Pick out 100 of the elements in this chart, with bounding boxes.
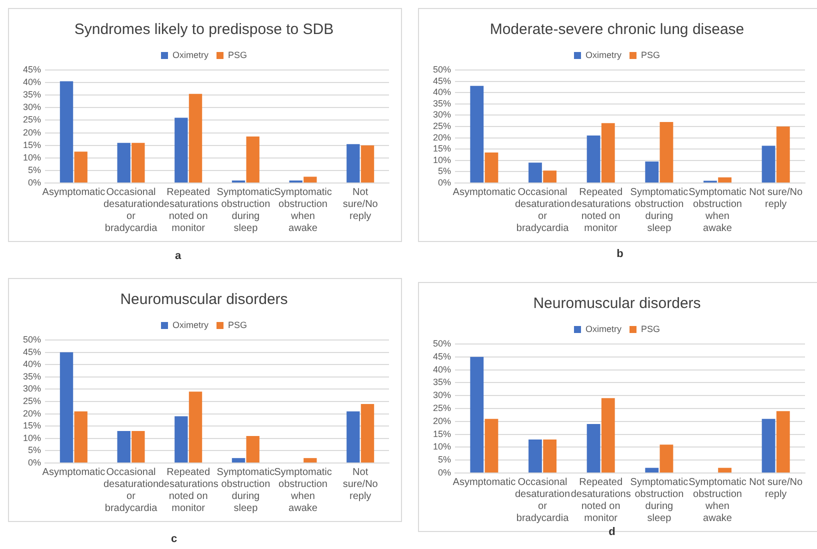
y-tick-label: 0% bbox=[28, 177, 42, 188]
bar bbox=[188, 392, 202, 462]
legend-label: PSG bbox=[228, 320, 248, 330]
x-tick-label: Asymptomatic bbox=[42, 186, 106, 198]
bar bbox=[174, 118, 188, 182]
x-tick-label: Symptomatic obstruction when awake bbox=[688, 186, 746, 234]
y-tick-label: 40% bbox=[23, 359, 42, 370]
bar bbox=[718, 177, 732, 182]
legend-label: Oximetry bbox=[172, 50, 209, 60]
x-tick-label: Symptomatic obstruction during sleep bbox=[216, 466, 275, 514]
bar bbox=[601, 398, 615, 472]
legend-label: Oximetry bbox=[172, 320, 209, 330]
bar bbox=[60, 352, 74, 462]
y-tick-label: 15% bbox=[23, 420, 42, 431]
x-tick-label: Symptomatic obstruction when awake bbox=[688, 476, 746, 524]
y-tick-label: 5% bbox=[28, 164, 42, 175]
y-tick-label: 25% bbox=[433, 120, 452, 131]
x-tick-label: Asymptomatic bbox=[452, 476, 516, 488]
chart-title: Neuromuscular disorders bbox=[533, 295, 701, 312]
bar bbox=[718, 468, 732, 472]
bar bbox=[543, 439, 557, 472]
y-tick-label: 25% bbox=[23, 396, 42, 406]
bar bbox=[132, 431, 145, 462]
y-tick-label: 10% bbox=[23, 152, 42, 162]
y-tick-label: 15% bbox=[23, 140, 42, 150]
y-tick-label: 30% bbox=[23, 384, 42, 394]
y-tick-label: 0% bbox=[438, 177, 452, 188]
y-tick-label: 10% bbox=[23, 432, 42, 443]
x-tick-label: Occasional desaturation or bradycardia bbox=[514, 476, 570, 524]
x-tick-label: Asymptomatic bbox=[452, 186, 516, 198]
chart-title: Moderate-severe chronic lung disease bbox=[490, 21, 744, 38]
bar bbox=[528, 439, 542, 472]
y-tick-label: 20% bbox=[433, 132, 452, 142]
y-tick-label: 45% bbox=[433, 76, 452, 86]
y-tick-label: 25% bbox=[23, 114, 42, 125]
bar bbox=[470, 86, 484, 182]
y-tick-label: 30% bbox=[433, 110, 452, 120]
y-tick-label: 30% bbox=[433, 390, 452, 400]
bar bbox=[762, 418, 776, 472]
bar bbox=[117, 142, 130, 182]
bar bbox=[304, 458, 317, 462]
bar bbox=[484, 418, 498, 472]
y-tick-label: 40% bbox=[433, 364, 452, 374]
bar bbox=[74, 411, 88, 462]
bar bbox=[346, 144, 360, 182]
y-tick-label: 30% bbox=[23, 102, 42, 112]
bar bbox=[660, 444, 674, 472]
bar bbox=[586, 136, 600, 182]
bar bbox=[762, 146, 776, 182]
legend-label: Oximetry bbox=[585, 50, 622, 60]
y-tick-label: 50% bbox=[433, 338, 452, 348]
y-tick-label: 45% bbox=[23, 346, 42, 357]
legend-label: PSG bbox=[640, 324, 660, 334]
x-tick-label: Not sure/No reply bbox=[749, 186, 803, 210]
bar bbox=[586, 424, 600, 472]
text: a bbox=[174, 250, 182, 262]
bar bbox=[188, 94, 202, 182]
y-tick-label: 35% bbox=[23, 90, 42, 100]
bar bbox=[174, 416, 188, 462]
bar bbox=[360, 404, 374, 462]
y-tick-label: 10% bbox=[433, 442, 452, 452]
y-tick-label: 0% bbox=[28, 457, 42, 468]
x-tick-label: Repeated desaturations noted on monitor bbox=[570, 476, 631, 524]
x-tick-label: Not sure/No reply bbox=[342, 466, 378, 502]
legend-label: PSG bbox=[228, 50, 248, 60]
bar bbox=[246, 136, 260, 182]
text: d bbox=[608, 526, 616, 538]
x-tick-label: Symptomatic obstruction during sleep bbox=[630, 476, 688, 524]
y-tick-label: 45% bbox=[433, 351, 452, 362]
y-tick-label: 40% bbox=[433, 87, 452, 98]
bar bbox=[645, 162, 659, 182]
bar bbox=[601, 123, 615, 182]
x-tick-label: Repeated desaturations noted on monitor bbox=[158, 186, 218, 234]
x-tick-label: Repeated desaturations noted on monitor bbox=[570, 186, 631, 234]
bar bbox=[304, 176, 317, 182]
bar bbox=[528, 162, 542, 182]
legend-label: PSG bbox=[640, 50, 660, 60]
y-tick-label: 20% bbox=[23, 408, 42, 418]
bar bbox=[543, 170, 557, 182]
y-tick-label: 10% bbox=[433, 154, 452, 165]
x-tick-label: Not sure/No reply bbox=[749, 476, 803, 500]
bar bbox=[246, 436, 260, 462]
bar bbox=[776, 126, 790, 182]
y-tick-label: 35% bbox=[433, 98, 452, 108]
x-tick-label: Symptomatic obstruction when awake bbox=[274, 466, 332, 514]
bar bbox=[132, 142, 145, 182]
x-tick-label: Symptomatic obstruction during sleep bbox=[630, 186, 688, 234]
x-tick-label: Not sure/No reply bbox=[342, 186, 378, 222]
y-tick-label: 5% bbox=[438, 166, 452, 176]
bar bbox=[660, 122, 674, 182]
bar bbox=[645, 468, 659, 472]
y-tick-label: 50% bbox=[433, 64, 452, 74]
bar bbox=[470, 356, 484, 472]
y-tick-label: 45% bbox=[23, 64, 42, 74]
y-tick-label: 20% bbox=[23, 127, 42, 138]
x-tick-label: Asymptomatic bbox=[42, 466, 106, 478]
y-tick-label: 20% bbox=[433, 416, 452, 426]
text: c bbox=[170, 533, 178, 545]
y-tick-label: 35% bbox=[23, 371, 42, 382]
chart-title: Neuromuscular disorders bbox=[120, 291, 288, 308]
